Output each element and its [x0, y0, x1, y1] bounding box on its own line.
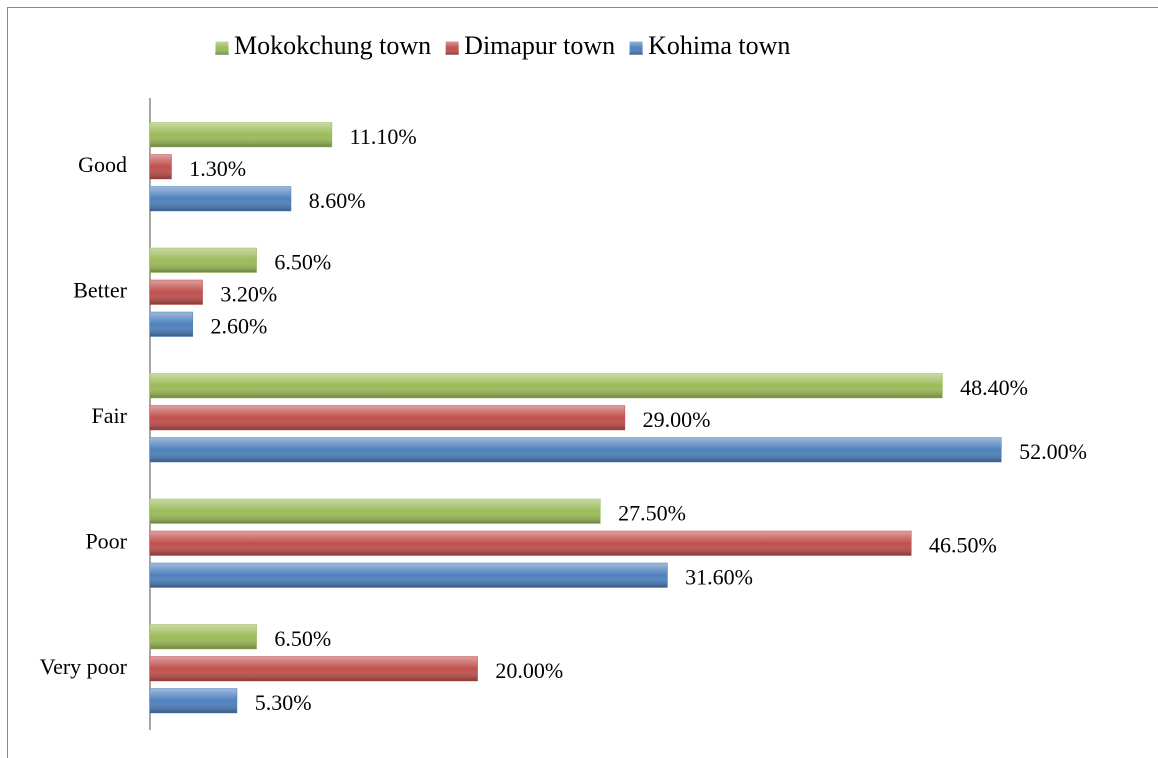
- y-tick-label: Very poor: [40, 654, 128, 679]
- data-label: 8.60%: [309, 188, 366, 213]
- data-label: 52.00%: [1019, 439, 1087, 464]
- data-label: 11.10%: [350, 124, 417, 149]
- chart-border: [7, 7, 1158, 758]
- y-tick-label: Fair: [92, 403, 128, 428]
- y-tick-label: Better: [73, 277, 127, 302]
- data-label: 6.50%: [274, 249, 331, 274]
- data-label: 46.50%: [929, 532, 997, 557]
- bar-shade: [150, 624, 257, 649]
- data-label: 31.60%: [685, 564, 753, 589]
- data-label: 2.60%: [211, 313, 268, 338]
- data-label: 48.40%: [960, 375, 1028, 400]
- bar-shade: [150, 656, 478, 681]
- data-label: 5.30%: [255, 690, 312, 715]
- bar-shade: [150, 437, 1002, 462]
- bar-shade: [150, 531, 912, 556]
- data-label: 3.20%: [220, 281, 277, 306]
- bar-shade: [150, 373, 943, 398]
- legend-swatch-shade: [445, 41, 460, 55]
- data-label: 29.00%: [643, 407, 711, 432]
- legend-label: Kohima town: [648, 31, 790, 60]
- bar-shade: [150, 154, 172, 179]
- legend-label: Mokokchung town: [234, 31, 431, 60]
- legend-label: Dimapur town: [464, 31, 615, 60]
- data-label: 20.00%: [495, 658, 563, 683]
- bar-shade: [150, 248, 257, 273]
- y-tick-label: Good: [78, 152, 127, 177]
- bar-shade: [150, 280, 203, 305]
- bar-shade: [150, 186, 291, 211]
- data-label: 6.50%: [274, 626, 331, 651]
- bar-shade: [150, 688, 237, 713]
- bar-shade: [150, 499, 601, 524]
- legend-swatch-shade: [629, 41, 644, 55]
- data-label: 1.30%: [189, 156, 246, 181]
- bar-shade: [150, 312, 193, 337]
- bar-shade: [150, 563, 668, 588]
- bar-shade: [150, 122, 332, 147]
- bar-shade: [150, 405, 625, 430]
- data-label: 27.50%: [618, 500, 686, 525]
- legend-swatch-shade: [215, 41, 229, 55]
- y-tick-label: Poor: [85, 528, 127, 553]
